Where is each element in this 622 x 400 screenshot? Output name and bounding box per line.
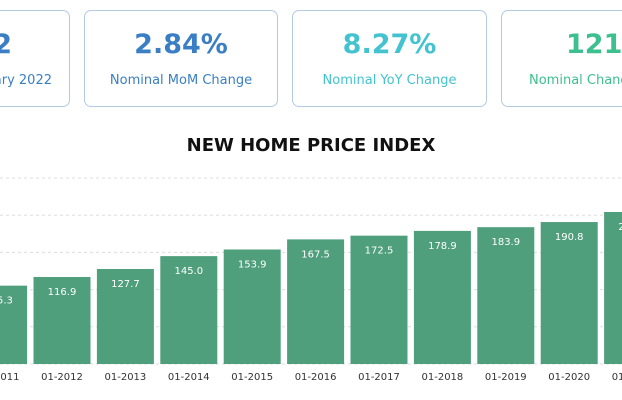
value-label: 153.9 bbox=[238, 259, 267, 270]
value-label: 190.8 bbox=[555, 232, 584, 243]
value-label: 145.0 bbox=[174, 266, 203, 277]
x-tick-label: 01-2016 bbox=[295, 372, 337, 383]
x-tick-label: 01-2019 bbox=[485, 372, 527, 383]
stat-card: 2.84% Nominal MoM Change bbox=[84, 10, 278, 107]
stat-card: 8.27% Nominal YoY Change bbox=[292, 10, 487, 107]
value-label: 167.5 bbox=[301, 249, 330, 260]
stat-value: 8.27% bbox=[342, 29, 437, 60]
stat-label: ary 2022 bbox=[0, 73, 52, 88]
bar bbox=[540, 222, 598, 364]
bar bbox=[0, 285, 28, 364]
x-tick-label: 01-2020 bbox=[548, 372, 590, 383]
bar bbox=[477, 227, 535, 364]
x-tick-label: 01-2021 bbox=[612, 372, 622, 383]
chart-title: NEW HOME PRICE INDEX bbox=[187, 135, 436, 156]
x-tick-label: 01-2017 bbox=[358, 372, 400, 383]
stat-value: 121. bbox=[566, 29, 622, 60]
value-label: 204.3 bbox=[618, 222, 622, 233]
stat-card: 121. Nominal Chang bbox=[501, 10, 622, 107]
value-label: 172.5 bbox=[365, 246, 394, 257]
x-tick-label: 01-2012 bbox=[41, 372, 83, 383]
x-tick-label: 01-2015 bbox=[231, 372, 273, 383]
x-tick-label: 01-2018 bbox=[422, 372, 464, 383]
bar bbox=[604, 212, 622, 364]
x-tick-label: 01-2011 bbox=[0, 372, 19, 383]
bar bbox=[287, 239, 345, 364]
bar bbox=[96, 268, 154, 364]
x-tick-label: 01-2013 bbox=[105, 372, 147, 383]
bar bbox=[223, 249, 281, 364]
stat-card: 2 ary 2022 bbox=[0, 10, 70, 107]
x-tick-label: 01-2014 bbox=[168, 372, 210, 383]
value-label: 105.3 bbox=[0, 296, 13, 307]
bar bbox=[160, 256, 218, 364]
bar bbox=[413, 230, 471, 364]
stat-value: 2 bbox=[0, 29, 12, 60]
value-label: 116.9 bbox=[48, 287, 77, 298]
value-label: 127.7 bbox=[111, 279, 140, 290]
stat-label: Nominal Chang bbox=[529, 73, 622, 88]
stat-value: 2.84% bbox=[134, 29, 228, 60]
stat-label: Nominal MoM Change bbox=[109, 73, 253, 88]
value-label: 178.9 bbox=[428, 241, 457, 252]
value-label: 183.9 bbox=[491, 237, 520, 248]
bar bbox=[33, 277, 91, 364]
bar bbox=[350, 235, 408, 364]
stat-label: Nominal YoY Change bbox=[322, 73, 457, 88]
